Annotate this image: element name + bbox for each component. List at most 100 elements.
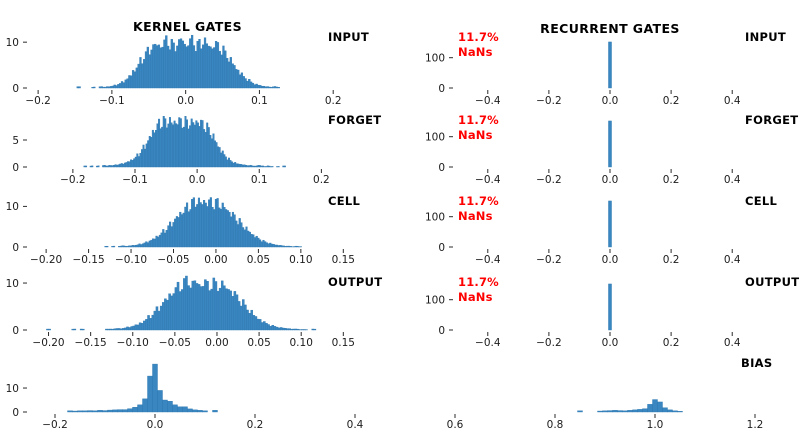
x-tick-label: −0.20	[32, 337, 64, 349]
x-tick-label: −0.10	[117, 337, 149, 349]
gate-label-kernel-forget: FORGET	[328, 113, 382, 127]
x-tick-label: −0.15	[72, 254, 104, 266]
x-tick-label: −0.05	[157, 254, 189, 266]
x-tick-label: 0.1	[251, 174, 268, 186]
gate-label-recurrent-forget: FORGET	[745, 113, 799, 127]
y-tick-label: 10	[6, 278, 19, 290]
histogram-bars	[67, 363, 683, 413]
x-tick-label: 0.2	[663, 337, 680, 349]
x-tick-label: 0.4	[724, 254, 741, 266]
hist-kernel-output: −0.20 −0.15 −0.10 −0.05 0.00 0.05 0.10 0.15 0 10	[6, 275, 355, 349]
gate-label-recurrent-output: OUTPUT	[745, 275, 800, 289]
x-tick-label: 0.4	[724, 337, 741, 349]
x-tick-label: 0.0	[147, 419, 164, 430]
x-tick-label: 0.8	[547, 419, 564, 430]
nan-word: NaNs	[458, 290, 493, 304]
gate-label-kernel-input: INPUT	[328, 30, 370, 44]
nan-word: NaNs	[458, 128, 493, 142]
x-tick-label: 0.2	[663, 254, 680, 266]
x-tick-label: 0.2	[313, 174, 330, 186]
y-tick-label: 100	[425, 294, 445, 306]
x-tick-label: 0.10	[289, 254, 312, 266]
x-tick-label: 0.15	[332, 254, 355, 266]
histogram-bars	[46, 275, 317, 331]
y-tick-label: 100	[425, 52, 445, 64]
y-tick-label: 100	[425, 211, 445, 223]
x-tick-label: −0.4	[475, 174, 501, 186]
x-tick-label: −0.4	[475, 254, 501, 266]
nan-percent: 11.7%	[458, 194, 499, 208]
kernel-gates-title: KERNEL GATES	[133, 19, 242, 34]
histogram-bars	[83, 115, 286, 168]
gate-label-kernel-cell: CELL	[328, 194, 361, 208]
gate-label-bias: BIAS	[741, 356, 773, 370]
x-tick-label: 0.0	[602, 337, 619, 349]
x-tick-label: 0.15	[332, 337, 355, 349]
hist-recurrent-cell: −0.4 −0.2 0.0 0.2 0.4 0 100	[425, 200, 741, 266]
x-tick-label: 0.0	[602, 254, 619, 266]
y-tick-label: 0	[438, 83, 445, 95]
gate-label-recurrent-cell: CELL	[745, 194, 778, 208]
x-tick-label: 0.0	[602, 95, 619, 107]
x-tick-label: 0.05	[247, 254, 270, 266]
nan-annotation-cell: 11.7% NaNs	[458, 194, 499, 224]
x-tick-label: 0.4	[724, 95, 741, 107]
x-tick-label: −0.10	[115, 254, 147, 266]
y-tick-label: 10	[6, 383, 19, 395]
histogram-bars	[104, 197, 302, 248]
hist-kernel-forget: −0.2 −0.1 0.0 0.1 0.2 0 5	[12, 115, 330, 186]
x-tick-label: 0.0	[177, 95, 194, 107]
x-tick-label: −0.2	[25, 95, 51, 107]
x-tick-label: −0.2	[536, 174, 562, 186]
nan-annotation-input: 11.7% NaNs	[458, 30, 499, 60]
x-tick-label: 1.0	[647, 419, 664, 430]
nan-word: NaNs	[458, 209, 493, 223]
x-tick-label: −0.4	[475, 95, 501, 107]
hist-kernel-input: −0.2 −0.1 0.0 0.1 0.2 0 10	[6, 34, 342, 107]
x-tick-label: 0.4	[724, 174, 741, 186]
y-tick-label: 10	[6, 37, 19, 49]
nan-percent: 11.7%	[458, 275, 499, 289]
x-tick-label: −0.2	[536, 95, 562, 107]
nan-annotation-forget: 11.7% NaNs	[458, 113, 499, 143]
y-tick-label: 0	[12, 407, 19, 419]
y-tick-label: 0	[438, 242, 445, 254]
x-tick-label: 1.2	[747, 419, 764, 430]
x-tick-label: 0.2	[663, 174, 680, 186]
x-tick-label: 0.00	[205, 337, 228, 349]
histogram-bars	[608, 41, 612, 89]
x-tick-label: −0.2	[536, 337, 562, 349]
nan-percent: 11.7%	[458, 30, 499, 44]
hist-bias: −0.2 0.0 0.2 0.4 0.6 0.8 1.0 1.2 0 10	[6, 363, 764, 430]
nan-annotation-output: 11.7% NaNs	[458, 275, 499, 305]
y-tick-label: 5	[12, 135, 19, 147]
histogram-bars	[76, 34, 280, 89]
hist-kernel-cell: −0.20 −0.15 −0.10 −0.05 0.00 0.05 0.10 0.15 0 10	[6, 197, 355, 266]
x-tick-label: 0.0	[189, 174, 206, 186]
histogram-bars	[608, 120, 612, 168]
x-tick-label: 0.05	[247, 337, 270, 349]
x-tick-label: −0.1	[122, 174, 148, 186]
y-tick-label: 0	[12, 83, 19, 95]
x-tick-label: 0.2	[663, 95, 680, 107]
y-tick-label: 0	[12, 325, 19, 337]
x-tick-label: −0.05	[159, 337, 191, 349]
hist-recurrent-forget: −0.4 −0.2 0.0 0.2 0.4 0 100	[425, 120, 741, 186]
gate-label-kernel-output: OUTPUT	[328, 275, 383, 289]
x-tick-label: −0.20	[30, 254, 62, 266]
gate-label-recurrent-input: INPUT	[745, 30, 787, 44]
x-tick-label: −0.1	[99, 95, 125, 107]
histogram-bars	[608, 283, 612, 331]
x-tick-label: −0.2	[42, 419, 68, 430]
y-tick-label: 0	[12, 242, 19, 254]
y-tick-label: 0	[438, 162, 445, 174]
nan-word: NaNs	[458, 45, 493, 59]
hist-recurrent-input: −0.4 −0.2 0.0 0.2 0.4 0 100	[425, 41, 741, 107]
x-tick-label: 0.10	[290, 337, 313, 349]
y-tick-label: 0	[438, 325, 445, 337]
x-tick-label: −0.4	[475, 337, 501, 349]
x-tick-label: 0.6	[447, 419, 464, 430]
x-tick-label: 0.2	[325, 95, 342, 107]
recurrent-gates-title: RECURRENT GATES	[540, 21, 680, 36]
